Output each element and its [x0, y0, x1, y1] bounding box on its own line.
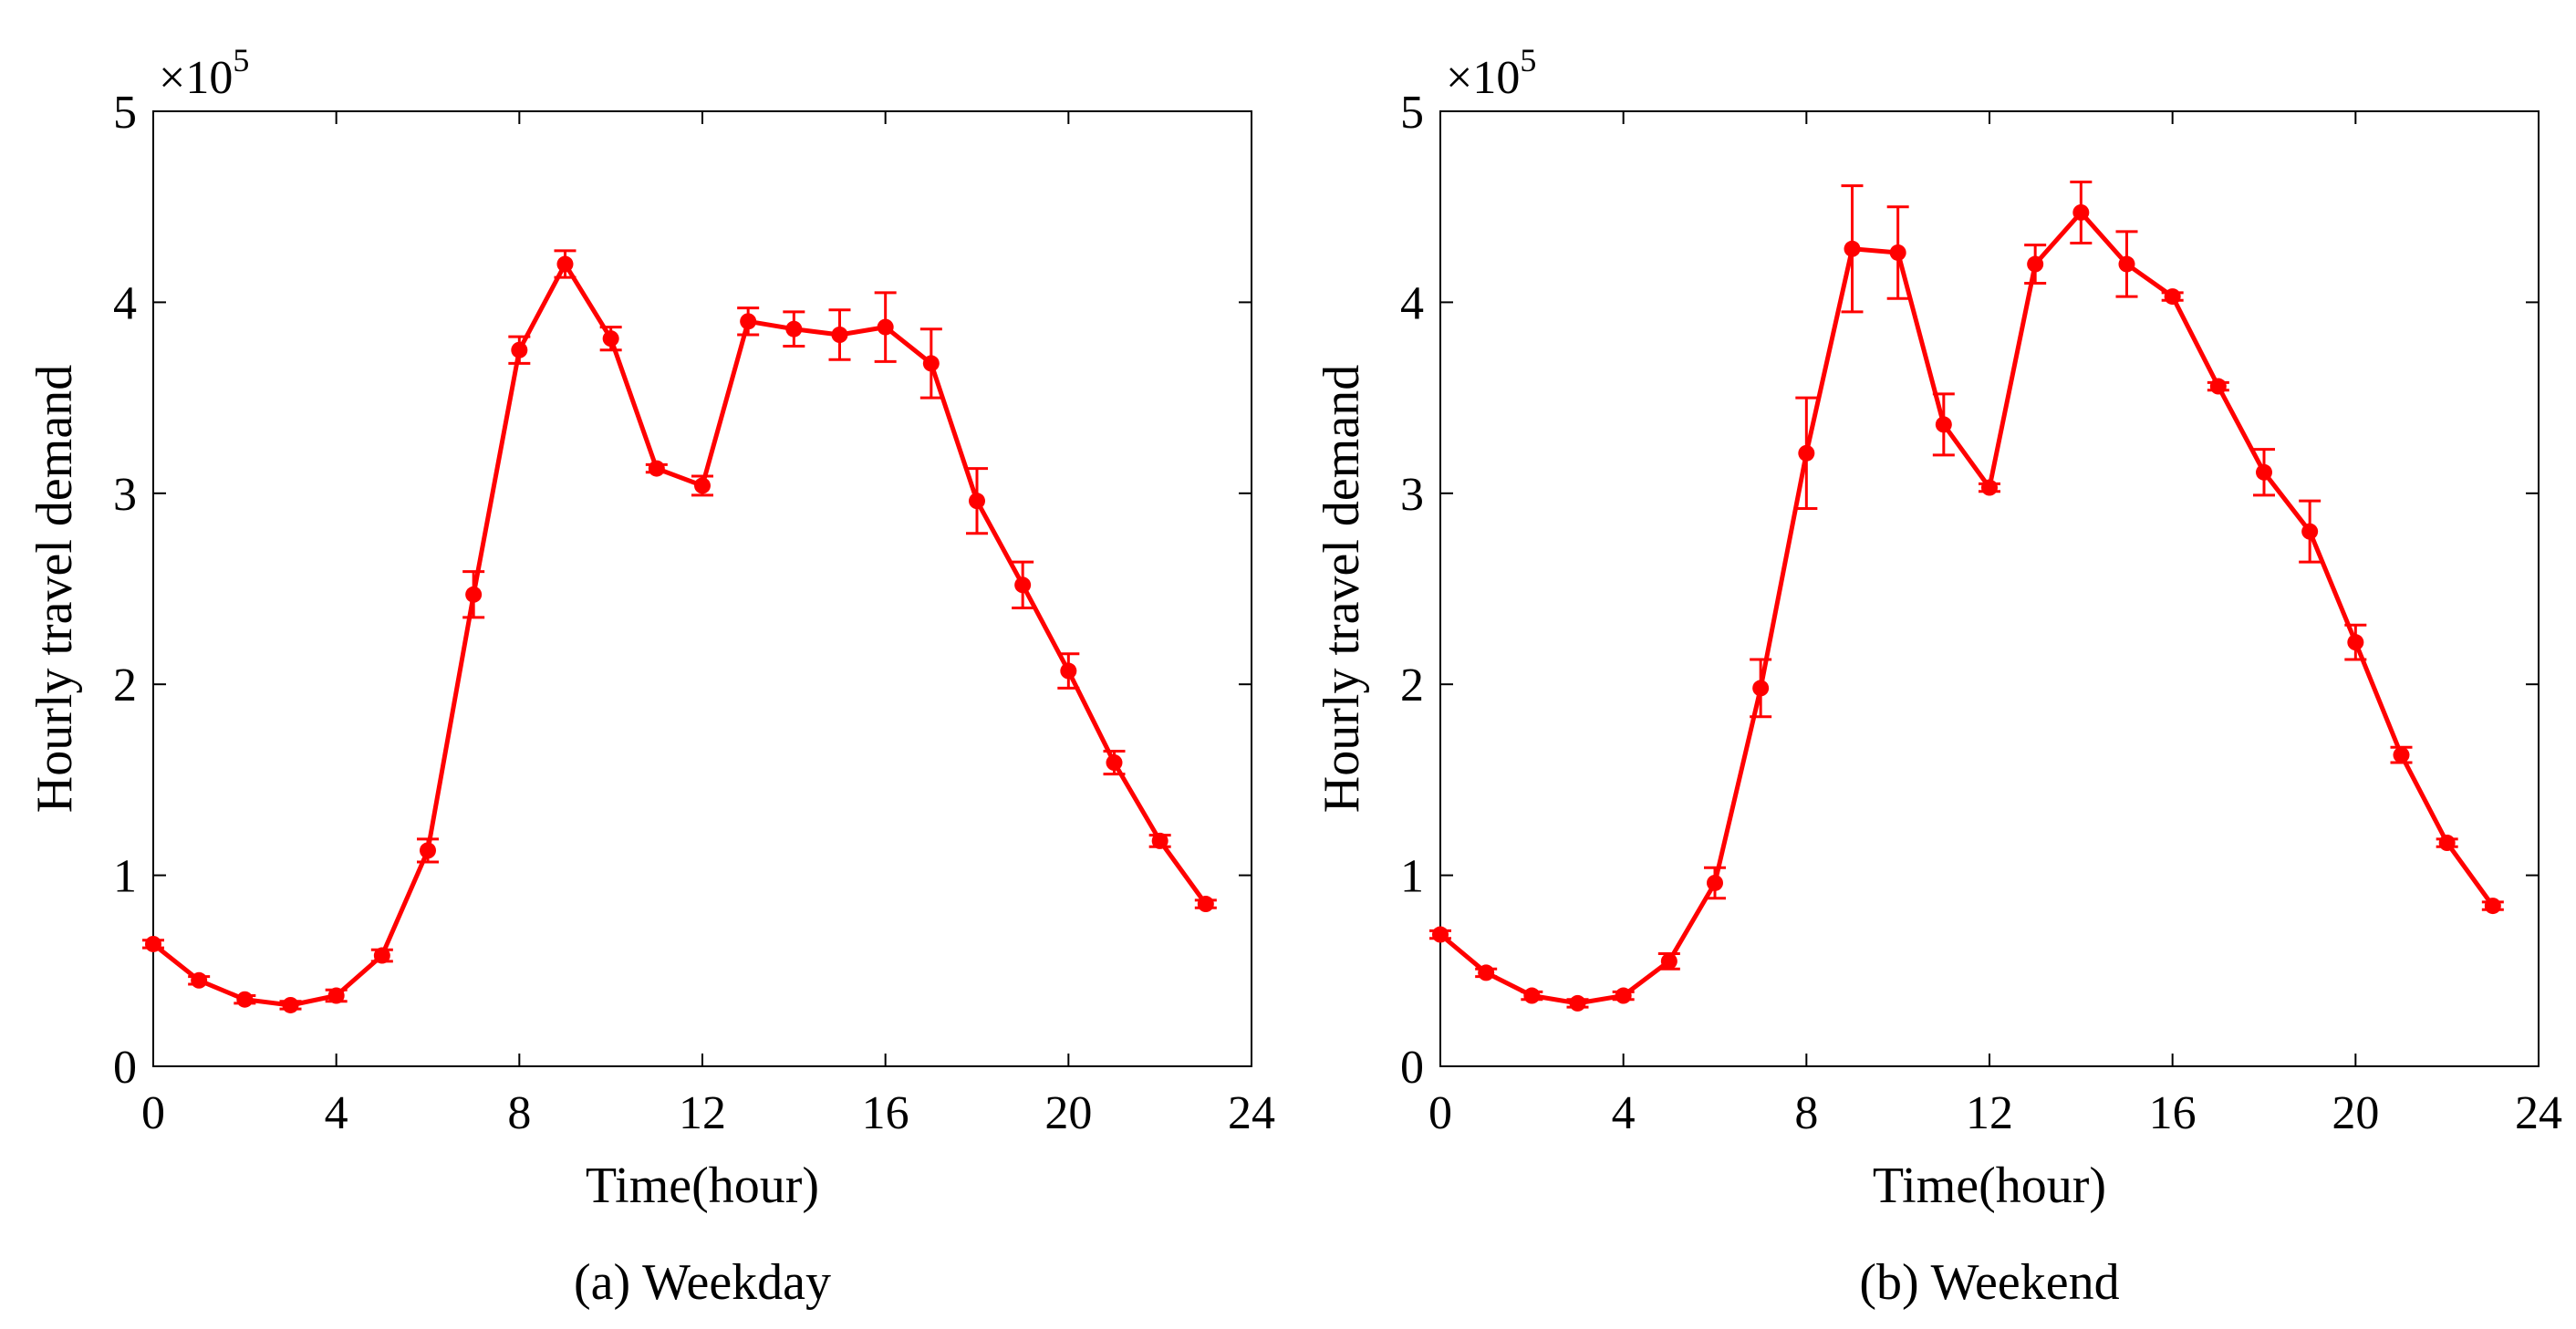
x-axis-label: Time(hour) — [586, 1158, 819, 1214]
y-tick-label: 5 — [113, 87, 137, 139]
x-axis-label: Time(hour) — [1873, 1158, 2106, 1214]
data-point — [1106, 754, 1123, 772]
y-axis-label: Hourly travel demand — [26, 365, 83, 813]
x-tick-label: 8 — [507, 1087, 531, 1139]
data-point — [2164, 288, 2181, 306]
multiplier-base: ×10 — [159, 52, 233, 104]
series-line — [1439, 210, 2495, 1006]
data-point — [694, 477, 711, 494]
data-point — [2393, 746, 2410, 763]
data-point — [1798, 444, 1815, 462]
multiplier-base: ×10 — [1446, 52, 1520, 104]
x-tick-label: 16 — [2149, 1087, 2197, 1139]
y-tick-label: 4 — [113, 277, 137, 329]
data-point — [602, 330, 619, 348]
data-point — [1844, 240, 1861, 257]
data-point — [2484, 898, 2501, 915]
data-point — [236, 991, 254, 1008]
data-point — [420, 842, 436, 859]
data-point — [145, 935, 161, 952]
x-tick-label: 4 — [325, 1087, 348, 1139]
y-tick-label: 2 — [1400, 659, 1424, 711]
data-point — [1935, 416, 1952, 433]
data-point — [1981, 479, 1998, 496]
series-line — [151, 262, 1208, 1008]
data-point — [1752, 680, 1770, 697]
data-point — [648, 460, 665, 477]
data-point — [922, 355, 940, 372]
data-point — [2209, 378, 2227, 395]
y-tick-label: 0 — [113, 1042, 137, 1094]
data-point — [2438, 835, 2456, 852]
y-tick-label: 3 — [113, 469, 137, 521]
plot-area — [1439, 110, 2540, 1067]
data-point — [2072, 203, 2090, 221]
y-tick-label: 2 — [113, 659, 137, 711]
data-point — [1660, 952, 1678, 970]
data-point — [191, 971, 208, 989]
data-point — [1197, 896, 1214, 913]
y-axis-multiplier: ×105 — [1446, 42, 1536, 104]
x-tick-label: 0 — [141, 1087, 165, 1139]
y-tick-label: 3 — [1400, 469, 1424, 521]
x-tick-label: 4 — [1612, 1087, 1636, 1139]
data-point — [969, 493, 985, 510]
x-tick-label: 8 — [1794, 1087, 1818, 1139]
data-point — [282, 996, 299, 1013]
x-tick-label: 12 — [1966, 1087, 2013, 1139]
data-point — [1478, 964, 1495, 981]
y-axis-label: Hourly travel demand — [1314, 365, 1370, 813]
x-tick-label: 24 — [2515, 1087, 2562, 1139]
data-point — [2256, 463, 2272, 481]
x-tick-label: 16 — [862, 1087, 909, 1139]
data-point — [2118, 255, 2135, 273]
data-point — [1523, 987, 1541, 1004]
data-point — [556, 255, 574, 273]
panel-caption: (b) Weekend — [1859, 1254, 2119, 1311]
y-tick-label: 1 — [1400, 851, 1424, 903]
data-point — [1014, 576, 1032, 594]
panel-caption: (a) Weekday — [574, 1254, 831, 1311]
data-point — [877, 318, 894, 336]
data-point — [1151, 832, 1169, 849]
data-point — [1889, 244, 1906, 261]
data-point — [831, 326, 848, 343]
data-point — [2301, 523, 2319, 540]
y-axis-multiplier: ×105 — [159, 42, 249, 104]
x-tick-label: 20 — [1044, 1087, 1092, 1139]
data-point — [2347, 634, 2364, 651]
data-point — [327, 987, 345, 1004]
data-point — [740, 313, 757, 330]
y-tick-label: 0 — [1400, 1042, 1424, 1094]
data-point — [1569, 994, 1586, 1012]
y-tick-label: 5 — [1400, 87, 1424, 139]
data-point — [1615, 987, 1632, 1004]
x-tick-label: 12 — [679, 1087, 726, 1139]
multiplier-exponent: 5 — [1520, 42, 1536, 78]
x-tick-label: 20 — [2332, 1087, 2379, 1139]
data-point — [785, 320, 803, 337]
data-point — [2027, 255, 2044, 273]
multiplier-exponent: 5 — [233, 42, 249, 78]
data-point — [465, 586, 483, 603]
data-point — [1060, 662, 1077, 680]
data-point — [1707, 874, 1723, 891]
y-tick-label: 1 — [113, 851, 137, 903]
x-tick-label: 0 — [1428, 1087, 1452, 1139]
y-tick-label: 4 — [1400, 277, 1424, 329]
data-point — [511, 341, 528, 358]
plot-area — [152, 110, 1252, 1067]
data-point — [1432, 926, 1449, 943]
data-point — [373, 947, 390, 964]
x-tick-label: 24 — [1228, 1087, 1275, 1139]
